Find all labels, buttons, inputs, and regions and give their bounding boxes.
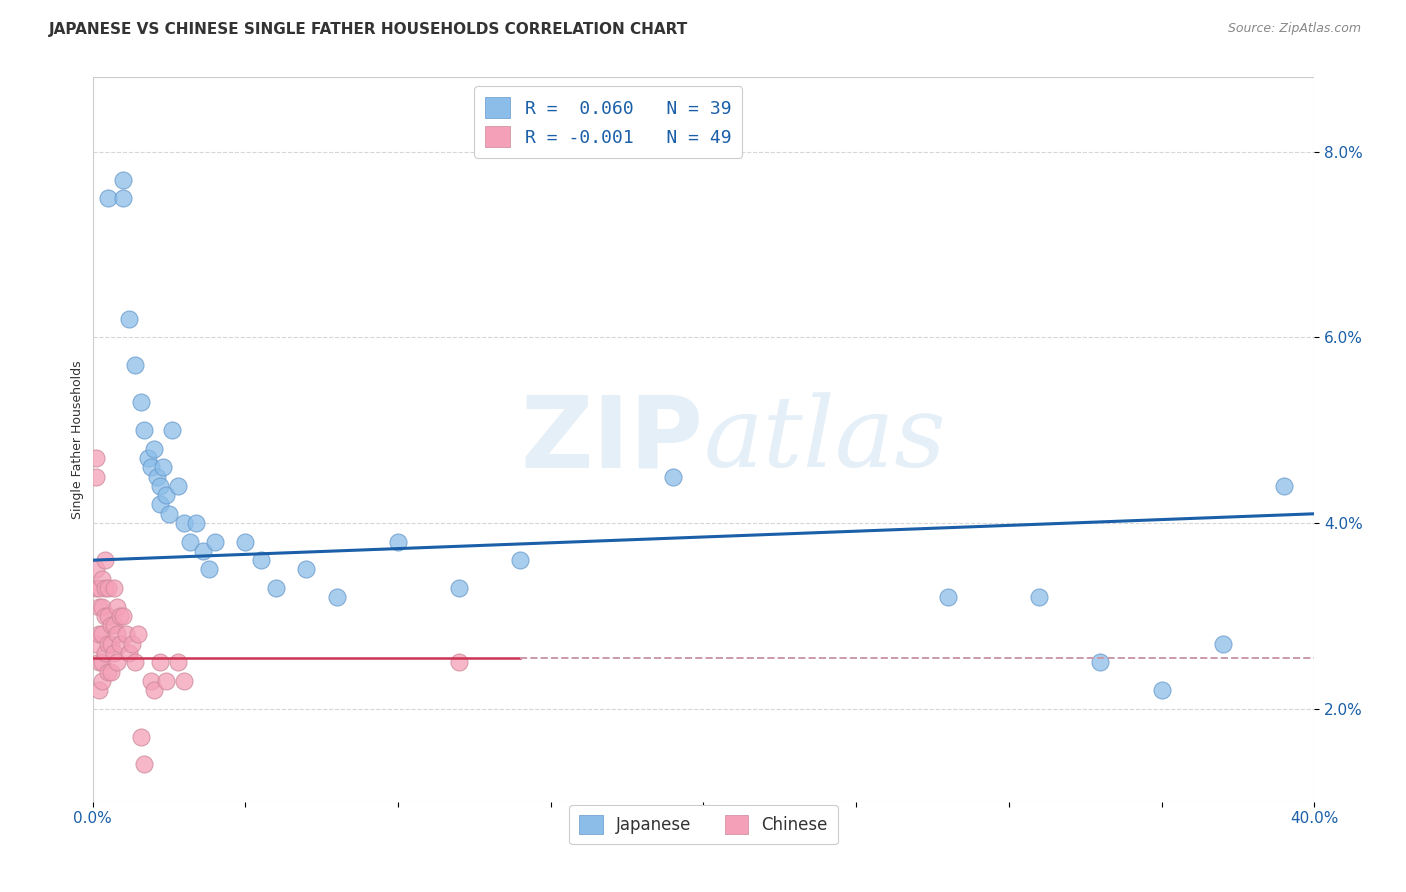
Point [204, 534, 226, 549]
Point [1150, 683, 1173, 698]
Point [112, 608, 135, 623]
Point [84, 562, 107, 576]
Point [108, 608, 131, 623]
Point [100, 637, 122, 651]
Point [173, 673, 195, 688]
Point [100, 618, 122, 632]
Point [1028, 591, 1050, 605]
Point [149, 479, 172, 493]
Point [90, 572, 112, 586]
Legend: Japanese, Chinese: Japanese, Chinese [569, 805, 838, 844]
Point [449, 581, 471, 595]
Point [87, 581, 110, 595]
Point [155, 488, 177, 502]
Point [145, 469, 167, 483]
Point [94, 553, 117, 567]
Point [142, 442, 165, 456]
Point [233, 534, 256, 549]
Point [249, 553, 271, 567]
Point [90, 627, 112, 641]
Point [112, 191, 135, 205]
Point [167, 656, 190, 670]
Point [139, 460, 162, 475]
Point [87, 627, 110, 641]
Point [87, 599, 110, 614]
Point [509, 553, 531, 567]
Point [139, 673, 162, 688]
Point [103, 646, 125, 660]
Point [105, 656, 128, 670]
Point [1212, 637, 1234, 651]
Point [295, 562, 318, 576]
Point [94, 581, 117, 595]
Point [84, 451, 107, 466]
Point [118, 311, 141, 326]
Text: atlas: atlas [703, 392, 946, 487]
Point [90, 673, 112, 688]
Point [118, 646, 141, 660]
Point [124, 358, 146, 372]
Point [134, 757, 156, 772]
Point [387, 534, 409, 549]
Point [87, 683, 110, 698]
Point [84, 581, 107, 595]
Point [134, 423, 156, 437]
Point [662, 469, 685, 483]
Point [97, 665, 120, 679]
Point [97, 191, 120, 205]
Text: JAPANESE VS CHINESE SINGLE FATHER HOUSEHOLDS CORRELATION CHART: JAPANESE VS CHINESE SINGLE FATHER HOUSEH… [49, 22, 689, 37]
Text: ZIP: ZIP [520, 391, 703, 488]
Point [103, 581, 125, 595]
Point [87, 656, 110, 670]
Point [179, 534, 201, 549]
Point [97, 581, 120, 595]
Point [1272, 479, 1295, 493]
Point [105, 599, 128, 614]
Point [167, 479, 190, 493]
Point [103, 618, 125, 632]
Point [157, 507, 180, 521]
Point [97, 637, 120, 651]
Point [90, 599, 112, 614]
Point [94, 646, 117, 660]
Point [84, 469, 107, 483]
Point [97, 608, 120, 623]
Text: Source: ZipAtlas.com: Source: ZipAtlas.com [1227, 22, 1361, 36]
Point [115, 627, 138, 641]
Point [173, 516, 195, 530]
Point [1090, 656, 1112, 670]
Point [84, 637, 107, 651]
Point [160, 423, 183, 437]
Point [191, 544, 214, 558]
Point [155, 673, 177, 688]
Point [90, 656, 112, 670]
Point [936, 591, 959, 605]
Point [326, 591, 349, 605]
Point [127, 627, 149, 641]
Point [449, 656, 471, 670]
Point [112, 172, 135, 186]
Point [131, 730, 153, 744]
Point [264, 581, 287, 595]
Point [149, 498, 172, 512]
Point [142, 683, 165, 698]
Point [149, 656, 172, 670]
Point [124, 656, 146, 670]
Point [136, 451, 159, 466]
Point [94, 608, 117, 623]
Point [152, 460, 174, 475]
Point [131, 395, 153, 409]
Point [186, 516, 208, 530]
Point [197, 562, 219, 576]
Point [108, 637, 131, 651]
Y-axis label: Single Father Households: Single Father Households [72, 360, 84, 519]
Point [105, 627, 128, 641]
Point [100, 665, 122, 679]
Point [121, 637, 143, 651]
